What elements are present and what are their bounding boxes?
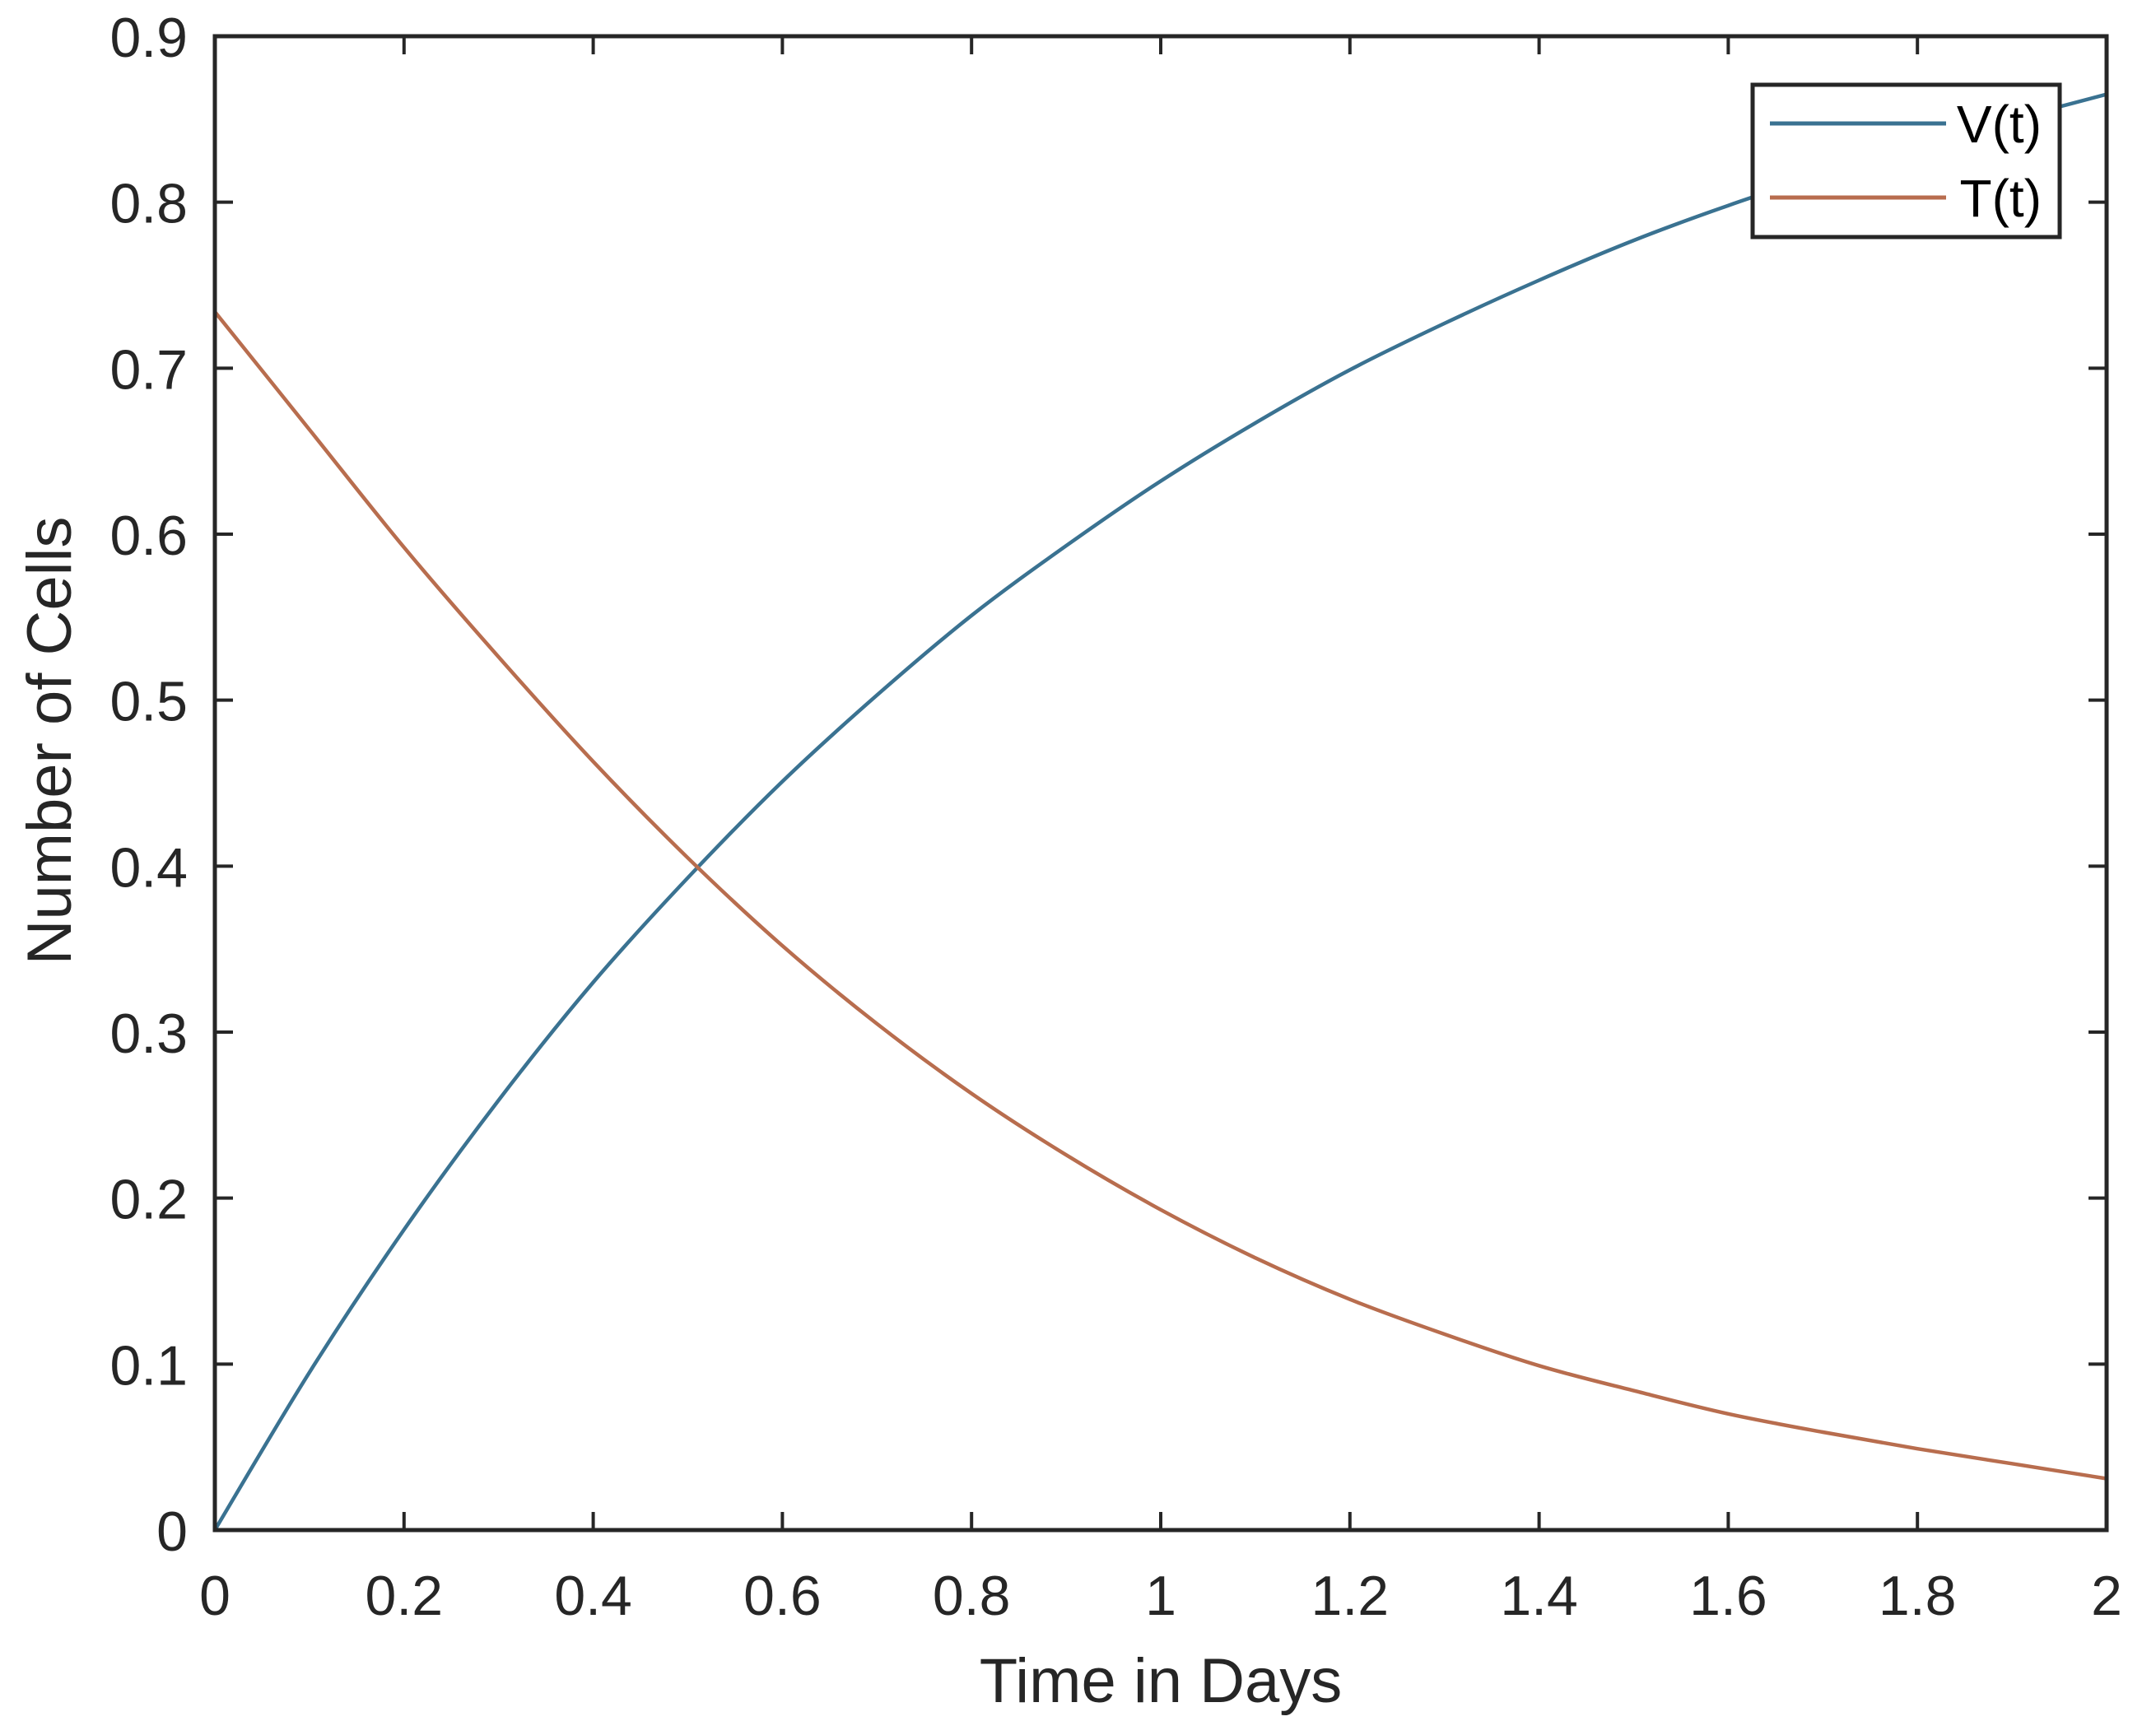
legend-label-v: V(t): [1957, 95, 2042, 154]
plot-area: [212, 34, 2109, 1533]
x-tick-label: 0.6: [743, 1565, 822, 1627]
x-tick-label: 1.4: [1500, 1565, 1578, 1627]
y-tick-label: 0.2: [109, 1169, 188, 1231]
y-tick-label: 0.6: [109, 505, 188, 567]
y-tick-label: 0.5: [109, 671, 188, 733]
series-line-t: [212, 309, 2109, 1481]
x-tick-label: 0.4: [554, 1565, 632, 1627]
x-tick-labels: 0 0.2 0.4 0.6 0.8 1 1.2 1.4 1.6 1.8 2: [199, 1565, 2122, 1627]
y-tick-label: 0.7: [109, 338, 188, 401]
y-tick-labels: 0 0.1 0.2 0.3 0.4 0.5 0.6 0.7 0.8 0.9: [109, 7, 188, 1563]
axes-background: [215, 36, 2107, 1530]
y-tick-label: 0.4: [109, 836, 188, 899]
legend: V(t) T(t): [1750, 82, 2062, 240]
axes-box: [212, 34, 2109, 1533]
legend-label-t: T(t): [1960, 169, 2042, 228]
x-tick-label: 0.8: [933, 1565, 1011, 1627]
y-tick-label: 0.1: [109, 1334, 188, 1397]
y-tick-label: 0.9: [109, 7, 188, 69]
x-tick-label: 0: [199, 1565, 231, 1627]
x-tick-label: 1: [1145, 1565, 1176, 1627]
x-tick-label: 1.2: [1311, 1565, 1390, 1627]
y-tick-label: 0: [156, 1500, 188, 1563]
y-tick-label: 0.8: [109, 173, 188, 235]
x-tick-label: 0.2: [366, 1565, 444, 1627]
x-tick-label: 1.6: [1689, 1565, 1767, 1627]
y-tick-label: 0.3: [109, 1002, 188, 1065]
legend-box: [1750, 82, 2062, 240]
x-tick-label: 2: [2091, 1565, 2122, 1627]
y-axis-title: Number of Cells: [15, 517, 85, 965]
x-tick-label: 1.8: [1879, 1565, 1957, 1627]
x-axis-title: Time in Days: [980, 1646, 1343, 1716]
